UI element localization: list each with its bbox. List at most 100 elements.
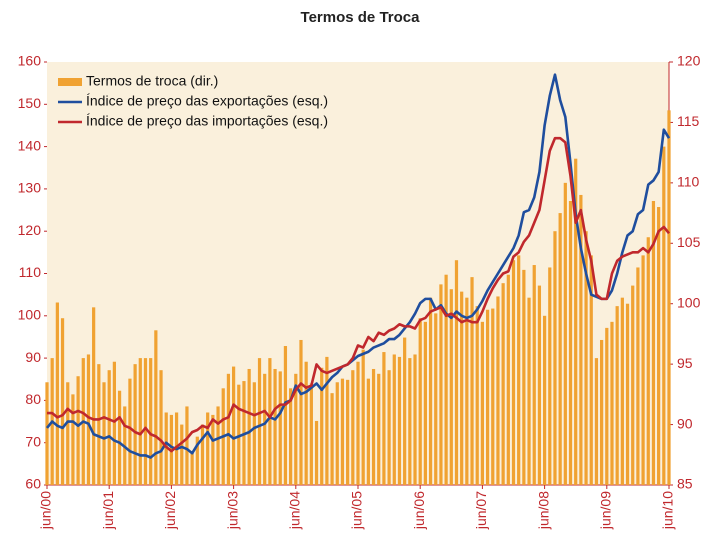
legend-swatch [58, 78, 82, 86]
bar [413, 354, 417, 485]
bar [180, 424, 184, 485]
bar [662, 146, 666, 485]
bar [480, 321, 485, 485]
bar [117, 390, 122, 485]
y2-tick-label: 110 [677, 174, 700, 190]
bar [517, 255, 521, 485]
y2-tick-label: 85 [677, 476, 693, 492]
bar [403, 337, 407, 485]
y2-tick-label: 100 [677, 294, 701, 310]
bar [449, 289, 453, 485]
y-tick-label: 150 [18, 95, 42, 111]
bar [263, 373, 267, 485]
legend-label: Índice de preço das importações (esq.) [86, 113, 328, 129]
bar [164, 412, 168, 485]
x-tick-label: jun/04 [287, 491, 303, 530]
bar [351, 370, 355, 485]
bar [159, 370, 163, 485]
legend-label: Termos de troca (dir.) [86, 73, 218, 89]
bar [465, 297, 469, 485]
bar [657, 207, 661, 485]
bar [542, 315, 547, 485]
chart-title: Termos de Troca [301, 9, 421, 26]
bar [112, 361, 116, 485]
bar [641, 255, 645, 485]
y2-tick-label: 105 [677, 234, 701, 250]
y2-tick-label: 115 [677, 113, 700, 129]
y-tick-label: 120 [18, 222, 42, 238]
bar [60, 318, 65, 485]
bar [76, 376, 80, 485]
x-tick-label: jun/07 [473, 491, 489, 530]
bar [636, 267, 640, 485]
bar [563, 182, 567, 485]
bar [522, 269, 526, 485]
bar [195, 436, 199, 485]
line [47, 136, 671, 453]
bar [185, 406, 189, 485]
bar [506, 274, 510, 485]
bar [216, 406, 220, 485]
bar [138, 358, 142, 485]
bar [283, 346, 288, 485]
bar [97, 364, 101, 485]
bar [200, 424, 205, 485]
bar [600, 339, 604, 485]
bar [651, 200, 656, 485]
bar [377, 373, 381, 485]
bar [278, 371, 282, 485]
bar [418, 318, 422, 485]
bar [190, 451, 194, 485]
bar [428, 297, 433, 485]
bar [289, 388, 293, 485]
y-tick-label: 80 [25, 391, 41, 407]
bar [382, 352, 386, 485]
bar [92, 307, 96, 485]
bar [392, 354, 396, 485]
bar [330, 393, 334, 485]
bar [325, 356, 329, 485]
bar [470, 277, 474, 485]
bar [252, 382, 256, 485]
bar [579, 194, 583, 485]
x-tick-label: jun/02 [162, 491, 178, 530]
bar [553, 231, 557, 485]
bar [107, 370, 111, 485]
bar [335, 382, 339, 485]
bar [511, 260, 516, 485]
bar [558, 213, 562, 486]
bar [387, 370, 391, 485]
bar [444, 274, 448, 485]
bar [211, 414, 215, 485]
bar [439, 284, 443, 485]
bar [408, 358, 412, 485]
bar [584, 231, 588, 485]
bar [231, 366, 236, 485]
bar [501, 283, 505, 485]
bar [460, 291, 464, 485]
bar [304, 361, 308, 485]
bar [371, 368, 376, 485]
y2-tick-label: 95 [677, 355, 693, 371]
bar [320, 367, 324, 485]
bar [625, 303, 630, 485]
bar [226, 373, 231, 485]
y2-tick-label: 90 [677, 415, 693, 431]
bar [589, 255, 593, 485]
bar [397, 356, 402, 485]
bar [646, 237, 650, 485]
bar [620, 297, 624, 485]
x-tick-label: jun/08 [535, 491, 551, 530]
bar [615, 306, 619, 485]
bar [314, 420, 319, 485]
bar [102, 382, 106, 485]
bar [434, 313, 438, 485]
bar [454, 260, 459, 485]
bar [532, 265, 536, 485]
bar [45, 382, 49, 485]
bar [128, 378, 132, 485]
bar [206, 412, 210, 485]
x-tick-label: jun/10 [660, 491, 676, 530]
legend-label: Índice de preço das exportações (esq.) [86, 93, 328, 109]
